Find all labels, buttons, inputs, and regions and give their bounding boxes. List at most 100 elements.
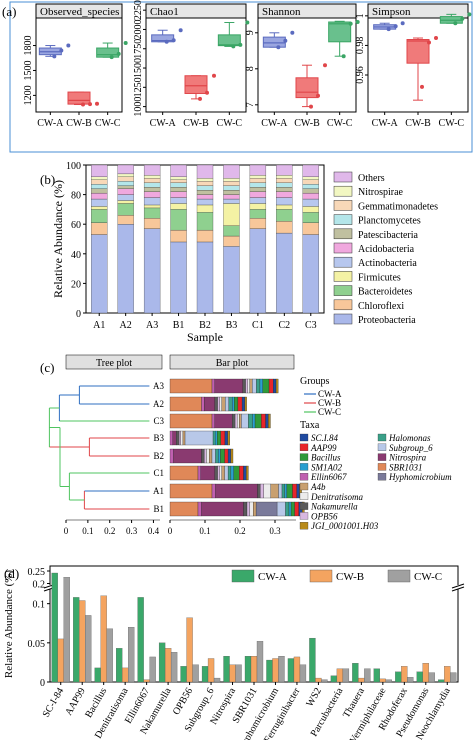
data-point	[59, 48, 64, 53]
stacked-bar-segment	[170, 229, 187, 243]
data-point	[400, 21, 405, 26]
data-point	[109, 55, 114, 60]
y-tick-label: 1250	[133, 77, 144, 97]
stacked-bar-segment	[196, 241, 214, 314]
stacked-bar-segment	[143, 191, 161, 198]
legend-swatch	[333, 285, 353, 296]
taxa-bar-segment	[169, 396, 202, 412]
taxa-bar-segment	[214, 430, 218, 446]
bar	[364, 668, 371, 683]
taxa-bar-segment	[237, 396, 243, 412]
stacked-bar-segment	[223, 235, 240, 247]
taxa-bar-segment	[227, 448, 232, 464]
taxa-bar-segment	[217, 465, 220, 481]
x-tick-label: CW-B	[66, 118, 92, 129]
y-tick-label: 0	[40, 678, 45, 689]
y-tick-label: 20	[71, 279, 81, 290]
bar	[164, 648, 172, 683]
bar	[116, 648, 123, 683]
tree-x-tick-label: 0.3	[126, 526, 138, 536]
taxa-bar-segment	[288, 501, 292, 517]
taxa-bar-segment	[224, 448, 229, 464]
taxa-bar-segment	[180, 430, 184, 446]
bar	[385, 679, 392, 683]
taxa-bar-segment	[256, 378, 261, 394]
data-point	[88, 102, 92, 107]
y-tick-label: 1800	[23, 36, 34, 56]
panel-d: 0 0.05 0.1 0.2 0.25 Relative Abundance (%) SC-…	[3, 565, 465, 745]
stacked-bar-segment	[276, 197, 293, 206]
stacked-bar-segment	[143, 178, 161, 183]
bar	[330, 675, 338, 683]
stacked-bar-segment	[249, 197, 267, 204]
legend-label: CW-C	[414, 571, 442, 583]
taxa-bar-segment	[252, 413, 256, 429]
x-tick-label: A2	[120, 320, 132, 331]
taxa-bar-segment	[273, 378, 277, 394]
x-tick-label: B3	[226, 320, 238, 331]
taxa-legend-label: AAP99	[310, 443, 337, 453]
data-point	[323, 63, 327, 68]
stacked-bar-segment	[170, 203, 187, 210]
taxa-bar-segment	[169, 483, 213, 499]
stacked-bar-segment	[143, 187, 161, 192]
y-tick-label: 7	[245, 102, 256, 107]
legend-swatch	[333, 228, 353, 240]
data-point	[348, 21, 353, 26]
taxa-legend-swatch	[299, 482, 309, 491]
x-tick-label: C3	[305, 320, 317, 331]
data-point	[434, 36, 438, 41]
taxa-bar-segment	[214, 396, 218, 412]
stacked-bar-segment	[249, 187, 267, 192]
box	[262, 36, 286, 48]
y-tick-label: 1000	[133, 97, 144, 117]
taxa-legend-label: Denitratisoma	[310, 492, 364, 502]
bar	[250, 656, 258, 683]
taxa-bar-segment	[211, 483, 216, 499]
taxa-bar-segment	[182, 430, 186, 446]
bar	[309, 637, 316, 683]
taxa-bar-segment	[197, 465, 201, 481]
taxa-bar-segment	[296, 483, 300, 499]
y-tick-label: 60	[71, 220, 81, 231]
stacked-bar-segment	[117, 194, 134, 201]
stacked-bar-segment	[276, 191, 293, 198]
legend-label: CW-B	[336, 571, 364, 583]
taxa-legend-label: Subgroup_6	[389, 443, 433, 453]
stacked-bar-segment	[117, 203, 134, 216]
x-tick-label: CW-A	[37, 118, 64, 129]
x-tick-label: CW-B	[183, 118, 209, 129]
panel-label-c: (c)	[40, 360, 54, 375]
x-tick-label: CW-C	[217, 118, 243, 129]
taxa-bar-segment	[244, 396, 247, 412]
stacked-bar-segment	[143, 218, 161, 229]
bar	[315, 677, 322, 683]
groups-legend-label: CW-B	[318, 398, 341, 408]
stacked-bar-segment	[91, 192, 108, 200]
taxa-bar-segment	[255, 501, 278, 517]
panel-label-b: (b)	[40, 172, 55, 187]
taxa-bar-segment	[224, 465, 229, 481]
stacked-bar-segment	[170, 241, 187, 314]
bar	[106, 628, 113, 683]
axis-break-gap	[44, 585, 56, 589]
taxa-bar-segment	[228, 396, 233, 412]
leaf-label: B3	[153, 433, 164, 443]
bar	[256, 641, 264, 683]
taxa-bar-segment	[246, 501, 250, 517]
stacked-bar-segment	[196, 204, 214, 213]
legend-label: Firmicutes	[358, 272, 401, 283]
taxa-bar-segment	[217, 430, 221, 446]
box	[67, 91, 91, 105]
bar	[122, 667, 129, 683]
stacked-bar-segment	[223, 181, 240, 186]
stacked-bar-segment	[117, 200, 134, 204]
bar	[85, 615, 92, 683]
tree-x-tick-label: 0.4	[148, 526, 160, 536]
axis-break-mark	[451, 583, 465, 589]
legend-swatch	[333, 299, 353, 311]
box	[184, 75, 208, 94]
leaf-label: C3	[153, 416, 164, 426]
taxa-legend-label: Nakamurella	[310, 502, 358, 512]
bar	[235, 664, 242, 683]
